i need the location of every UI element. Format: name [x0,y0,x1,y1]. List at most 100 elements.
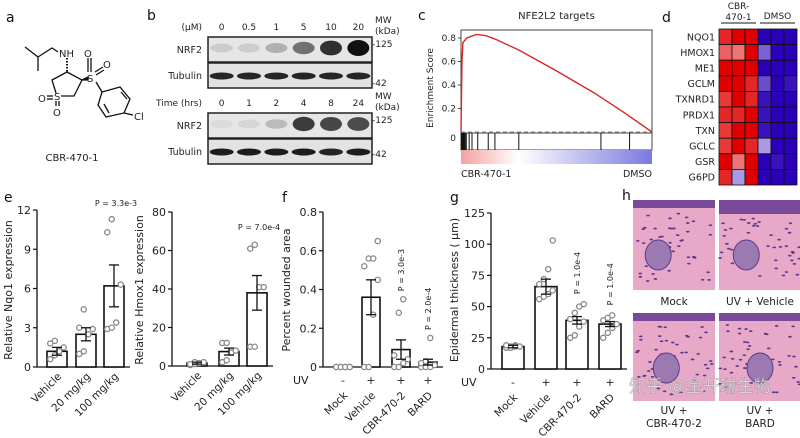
nucleus [723,368,727,371]
tubulin-band [319,148,343,156]
mw-header: MW [375,92,392,102]
nucleus [687,262,691,265]
data-point [567,315,574,323]
gradient-label-left: CBR-470-1 [461,169,511,180]
nucleus [663,326,668,329]
heatmap-cell [770,75,785,92]
nucleus [797,383,800,386]
nucleus [749,381,754,384]
y-tick-label: 6 [24,283,31,296]
p-value: P = 1.0e-4 [606,263,615,305]
nucleus [795,273,800,276]
blot-row-label: NRF2 [177,121,202,132]
nucleus [707,278,711,281]
heatmap: NQO1 HMOX1 ME1 GCLM TXNRD1 PRDX1 TXN GCLC GSR G6P… [675,2,798,186]
nucleus [648,361,652,363]
nucleus [781,274,786,277]
nucleus [653,227,657,230]
tubulin-band [264,72,289,80]
heatmap-row-label: PRDX1 [683,110,715,121]
nucleus [757,221,761,224]
nucleus [766,347,771,350]
blot-column-label: 4 [301,99,307,109]
heatmap-cell [757,75,772,92]
data-point [395,363,402,371]
y-tick-label: 20 [152,322,166,335]
y-tick-label: 0 [159,360,166,373]
panel-label-g: g [450,190,459,206]
nucleus [695,373,700,376]
heatmap-cell [770,59,785,77]
nucleus [722,356,727,359]
watermark: 知乎 @金开瑞生物 [629,377,770,397]
y-tick-label: 60 [152,245,166,258]
nucleus [702,374,707,377]
es-curve [460,33,653,133]
uv-sign: + [396,374,405,387]
heatmap-row-label: GCLC [689,142,715,153]
nucleus [725,242,729,245]
heatmap-row-label: G6PD [689,173,715,184]
nucleus [784,271,789,273]
heatmap-cell [770,91,785,108]
histology-caption: Mock [660,296,688,308]
nucleus [642,374,647,377]
uv-sign: + [541,376,550,389]
nucleus [772,246,777,249]
nucleus [691,255,696,258]
data-point [426,334,434,342]
molecule-structure [24,46,134,118]
nucleus [787,354,791,357]
data-point [365,363,372,371]
uv-label: UV [461,376,477,389]
data-point [223,339,230,347]
nucleus [739,218,743,221]
data-point [246,245,254,252]
heatmap-cell [783,106,798,124]
heatmap-cell [718,59,733,77]
data-point [549,287,557,294]
y-tick-label: 0.2 [300,322,318,335]
y-tick-label: 0.4 [442,81,457,91]
gsea-plot: NFE2L2 targets 0 0.2 0.4 0.6 0.8 Enrichment Sc… [426,11,653,180]
nucleus [753,222,758,225]
heatmap-cell [770,44,785,61]
nucleus [718,367,723,370]
data-point [104,228,111,236]
hair-follicle [652,352,680,384]
y-tick-label: 0.8 [300,206,318,219]
p-value: P = 1.0e-4 [573,252,582,294]
heatmap-cell [744,122,759,139]
nucleus [650,375,655,378]
hit-barcode-frame [460,132,653,151]
nucleus [769,234,773,237]
data-point [576,323,583,330]
nucleus [751,224,756,227]
nucleus [774,259,778,262]
nucleus [675,343,679,346]
nucleus [791,325,795,328]
nucleus [698,336,703,339]
tubulin-band [291,148,316,156]
heatmap-cell [744,91,759,108]
group-label: CBR- [728,2,750,12]
nucleus [729,248,734,251]
heatmap-cell [731,44,746,61]
blot-row-label: Tubulin [167,71,202,82]
data-point [251,343,258,350]
nucleus [744,328,748,330]
nucleus [790,259,794,262]
nucleus [784,227,789,230]
heatmap-cell [783,153,798,170]
heatmap-cell [731,153,746,170]
heatmap-cell [744,59,759,77]
uv-sign: + [605,376,614,389]
nrf2-band [292,116,315,132]
nucleus [796,381,800,383]
nucleus [771,358,775,361]
y-tick-label: 25 [471,332,485,345]
y-tick-label: 0.8 [442,34,457,44]
heatmap-cell [757,44,772,61]
mw-header: MW [375,16,392,26]
